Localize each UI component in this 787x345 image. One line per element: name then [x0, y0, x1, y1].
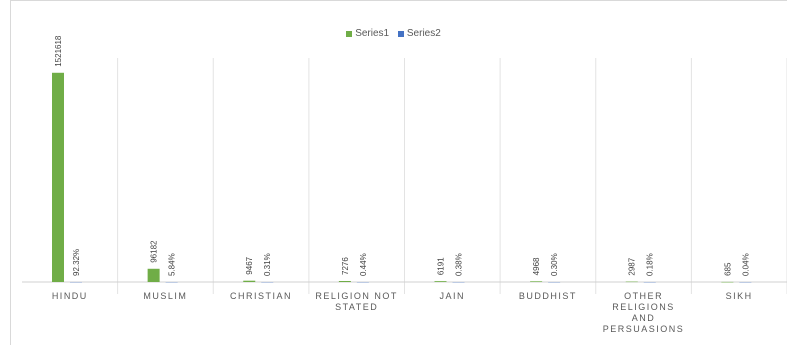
category-label: BUDDHIST [519, 291, 577, 301]
legend-item-series1: Series1 [346, 28, 389, 39]
category-label: CHRISTIAN [230, 291, 292, 301]
category-label: JAIN [440, 291, 466, 301]
bar-series1 [338, 280, 351, 282]
data-label-series2: 5.84% [168, 253, 177, 276]
data-label-series1: 1521618 [54, 35, 63, 67]
category-label: RELIGIONS [612, 302, 675, 312]
legend-swatch-series1 [346, 30, 353, 37]
data-label-series1: 96182 [150, 240, 159, 263]
category-label: HINDU [52, 291, 88, 301]
data-label-series1: 685 [723, 262, 732, 276]
bar-series1 [243, 280, 256, 282]
bar-series1 [147, 268, 160, 282]
data-label-series2: 0.18% [646, 253, 655, 276]
frame-border-top [10, 0, 787, 1]
data-label-series1: 2987 [628, 257, 637, 275]
data-label-series2: 0.31% [263, 253, 272, 276]
bar-series1 [721, 281, 734, 283]
data-label-series1: 4968 [532, 257, 541, 275]
data-label-series1: 6191 [437, 257, 446, 275]
data-label-series1: 7276 [341, 257, 350, 275]
data-label-series2: 0.44% [359, 253, 368, 276]
bar-series1 [52, 72, 64, 282]
bar-series1 [625, 281, 638, 283]
data-label-series2: 0.30% [550, 253, 559, 276]
data-label-series2: 0.38% [455, 253, 464, 276]
category-label: AND [632, 313, 656, 323]
legend-item-series2: Series2 [397, 28, 441, 39]
data-label-series2: 92.32% [72, 249, 81, 276]
category-label: MUSLIM [143, 291, 187, 301]
category-label: OTHER [624, 291, 663, 301]
legend-swatch-series2 [397, 30, 404, 37]
bar-series1 [530, 281, 543, 282]
legend-label-series1: Series1 [355, 28, 390, 39]
category-label: PERSUASIONS [603, 324, 685, 334]
data-label-series1: 9467 [245, 256, 254, 274]
legend: Series1 Series2 [0, 28, 787, 40]
category-label: STATED [335, 302, 378, 312]
category-label: SIKH [726, 291, 753, 301]
frame-border-left [10, 0, 11, 345]
category-label: RELIGION NOT [315, 291, 398, 301]
legend-label-series2: Series2 [406, 28, 441, 39]
bar-series1 [434, 281, 447, 282]
data-label-series2: 0.04% [741, 253, 750, 276]
